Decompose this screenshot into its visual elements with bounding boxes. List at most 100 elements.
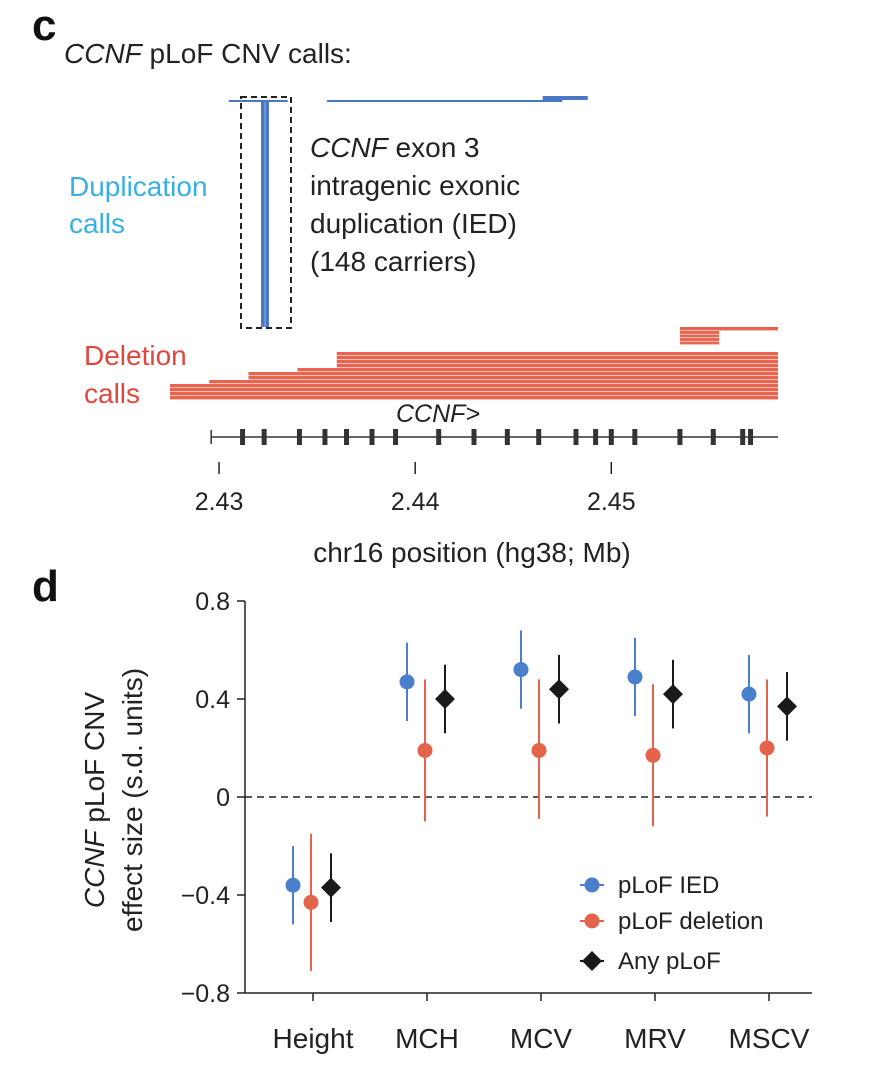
exon-12 — [593, 429, 599, 445]
point-0-1 — [399, 674, 415, 690]
y-tick-label-d-2: 0 — [216, 784, 230, 812]
point-0-3 — [627, 669, 643, 685]
ied-annotation-gene: CCNF — [310, 132, 388, 163]
deletion-calls — [170, 327, 779, 400]
y-tick-label-d-3: −0.4 — [181, 882, 230, 910]
y-tick-label-d-1: 0.4 — [195, 686, 230, 714]
ied-annotation-line-1-rest: exon 3 — [387, 132, 480, 163]
panel-c-svg: 2.43 2.44 2.45 chr16 position (hg38; Mb) — [170, 96, 779, 568]
exon-1 — [261, 429, 267, 445]
point-2-2 — [549, 679, 569, 700]
point-2-1 — [435, 689, 455, 709]
y-tick-label-d-0: 0.8 — [195, 588, 230, 616]
deletion-call-2-3 — [336, 364, 778, 368]
panel-c-letter: c — [32, 1, 57, 50]
legend-label-0: pLoF IED — [618, 872, 719, 899]
duplication-label-1: Duplication — [69, 171, 208, 202]
deletion-label-2: calls — [84, 378, 141, 409]
exon-5 — [369, 429, 375, 445]
exon-17 — [740, 429, 746, 445]
exon-9 — [504, 429, 510, 445]
point-1-0 — [303, 894, 319, 910]
point-1-1 — [417, 742, 433, 758]
exon-18 — [748, 429, 754, 445]
x-tick-label-c-2: 2.45 — [587, 488, 636, 516]
deletion-call-0-0 — [679, 327, 778, 331]
deletion-call-1-0 — [679, 331, 720, 334]
category-label-mcv: MCV — [510, 1023, 573, 1054]
ied-annotation-line-4: (148 carriers) — [310, 246, 477, 277]
x-tick-label-c-0: 2.43 — [195, 488, 244, 516]
legend-marker-0 — [584, 877, 600, 893]
deletion-label-1: Deletion — [84, 340, 187, 371]
deletion-call-1-1 — [679, 334, 720, 338]
category-label-mscv: MSCV — [729, 1023, 810, 1054]
exon-11 — [573, 429, 579, 445]
effect-points — [285, 630, 797, 971]
exon-2 — [296, 429, 302, 445]
axes-d: 0.8 0.4 0 −0.4 −0.8 Height MCH MCV MRV MSCV — [181, 588, 812, 1054]
deletion-call-4-1 — [248, 376, 779, 380]
duplication-call-0 — [228, 100, 288, 102]
y-axis-label-line-1: CCNF pLoF CNV — [79, 692, 110, 909]
exon-13 — [608, 429, 614, 445]
deletion-call-6-1 — [170, 388, 778, 392]
y-axis-label-rest: pLoF CNV — [79, 692, 110, 831]
duplication-call-2 — [542, 96, 588, 100]
duplication-call-1 — [326, 100, 563, 102]
duplication-label-2: calls — [69, 208, 126, 239]
exon-4 — [344, 429, 350, 445]
panel-c-title-gene: CCNF — [64, 38, 142, 69]
legend-marker-2 — [582, 951, 602, 971]
exon-3 — [322, 429, 328, 445]
exon-6 — [393, 429, 399, 445]
legend-label-2: Any pLoF — [618, 948, 721, 975]
deletion-call-6-2 — [170, 392, 778, 396]
ied-annotation-line-2: intragenic exonic — [310, 170, 521, 201]
deletion-call-5-0 — [209, 380, 778, 384]
legend-marker-1 — [584, 913, 600, 929]
exon-10 — [536, 429, 542, 445]
point-0-4 — [741, 686, 757, 702]
deletion-call-4-0 — [248, 372, 779, 376]
point-1-4 — [759, 740, 775, 756]
ied-annotation-line-1: CCNF exon 3 — [310, 130, 480, 166]
deletion-call-2-1 — [336, 356, 778, 360]
y-tick-label-d-4: −0.8 — [181, 980, 230, 1008]
exon-0 — [240, 429, 246, 445]
point-2-0 — [321, 877, 341, 898]
x-tick-label-c-1: 2.44 — [391, 488, 440, 516]
y-axis-label-gene: CCNF — [79, 828, 110, 908]
deletion-call-1-3 — [679, 341, 720, 345]
deletion-call-1-2 — [679, 338, 720, 341]
point-2-3 — [663, 684, 683, 705]
gene-track-label: CCNF> — [396, 400, 481, 428]
exon-16 — [710, 429, 716, 445]
ied-annotation-line-3: duplication (IED) — [310, 208, 517, 239]
point-1-2 — [531, 742, 547, 758]
panel-c-title: CCNF pLoF CNV calls: — [64, 36, 352, 72]
point-2-4 — [777, 696, 797, 717]
exon-15 — [677, 429, 683, 445]
deletion-call-6-0 — [170, 384, 778, 388]
y-axis-label-line-2: effect size (s.d. units) — [117, 668, 148, 932]
deletion-call-3-0 — [297, 368, 778, 372]
deletion-call-2-0 — [336, 352, 778, 356]
category-label-mch: MCH — [395, 1023, 459, 1054]
panel-c-title-rest: pLoF CNV calls: — [141, 38, 352, 69]
deletion-call-6-3 — [170, 396, 778, 400]
panel-d-letter: d — [32, 562, 59, 611]
category-label-mrv: MRV — [624, 1023, 686, 1054]
exon-14 — [632, 429, 638, 445]
x-axis-c: 2.43 2.44 2.45 — [195, 462, 636, 516]
deletion-call-2-2 — [336, 360, 778, 364]
ied-highlight-box — [240, 96, 292, 329]
legend-label-1: pLoF deletion — [618, 908, 763, 935]
x-axis-label-c: chr16 position (hg38; Mb) — [313, 537, 631, 568]
exon-7 — [436, 429, 442, 445]
point-0-2 — [513, 662, 529, 678]
category-label-height: Height — [273, 1023, 354, 1054]
point-0-0 — [285, 877, 301, 893]
duplication-calls — [228, 96, 588, 102]
